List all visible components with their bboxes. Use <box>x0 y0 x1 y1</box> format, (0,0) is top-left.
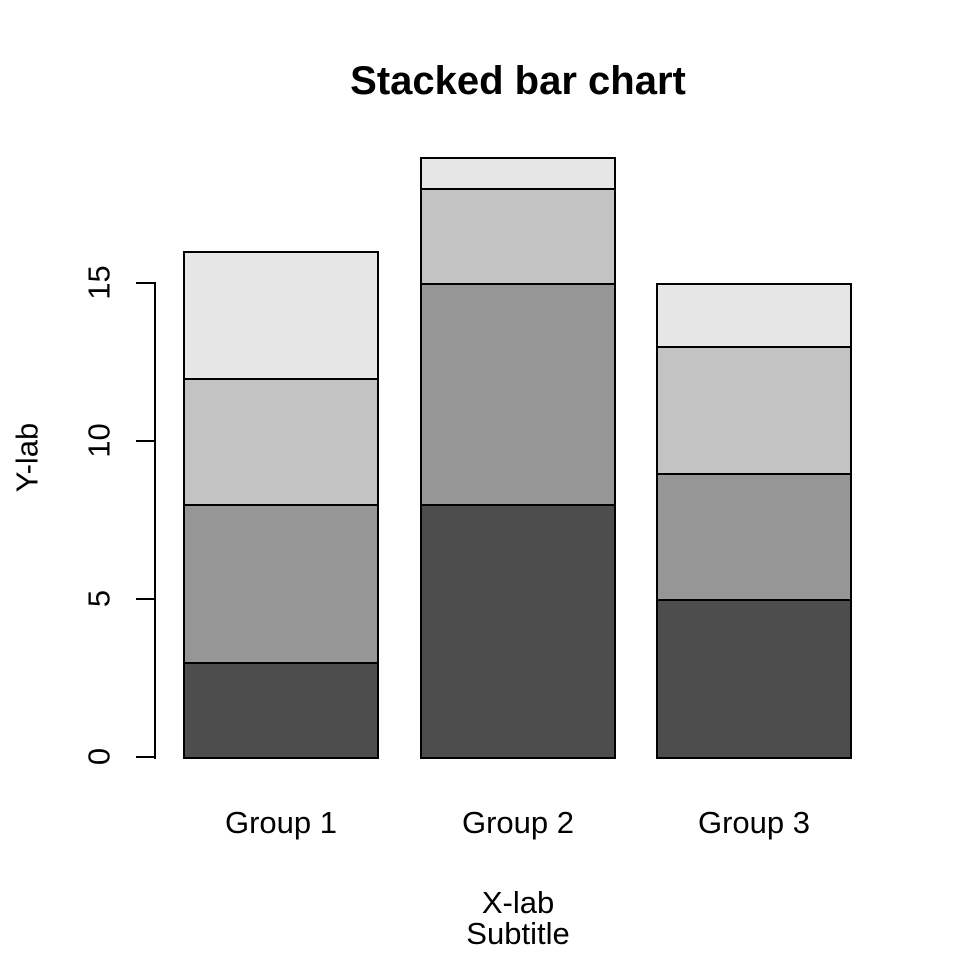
y-axis-line <box>154 282 156 759</box>
bar-segment <box>656 473 852 601</box>
y-axis-tick <box>136 598 154 600</box>
bar-segment <box>420 188 616 285</box>
bar-segment <box>183 378 379 506</box>
y-axis-tick <box>136 282 154 284</box>
bar-segment <box>656 599 852 759</box>
y-axis-tick <box>136 440 154 442</box>
bar-segment <box>420 504 616 759</box>
bar-segment <box>183 504 379 664</box>
bar-segment <box>656 283 852 348</box>
x-axis-label: X-lab <box>481 885 555 920</box>
y-tick-label: 15 <box>81 265 117 300</box>
y-tick-label: 5 <box>81 589 117 608</box>
x-category-label: Group 1 <box>224 805 337 840</box>
y-tick-label: 10 <box>81 423 117 458</box>
chart-subtitle: Subtitle <box>466 916 570 951</box>
bar-segment <box>183 251 379 380</box>
chart-title: Stacked bar chart <box>350 59 686 103</box>
x-category-label: Group 3 <box>697 805 810 840</box>
y-tick-label: 0 <box>81 747 117 766</box>
x-category-label: Group 2 <box>461 805 574 840</box>
bar-segment <box>420 283 616 506</box>
bar-segment <box>656 346 852 475</box>
bar-segment <box>420 157 616 190</box>
bar-segment <box>183 662 379 759</box>
y-axis-tick <box>136 756 154 758</box>
